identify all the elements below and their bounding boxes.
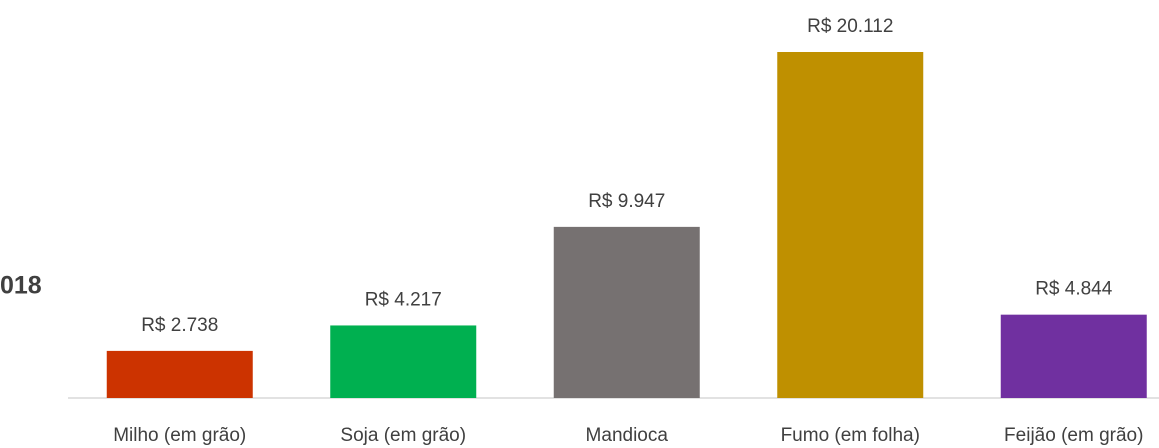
value-label: R$ 4.844 [1035,279,1113,300]
bar [1000,314,1147,398]
x-tick-label: Mandioca [586,425,669,446]
x-tick-label: Milho (em grão) [113,425,246,446]
bar [330,325,477,398]
value-label: R$ 20.112 [807,16,893,37]
bar [553,226,700,398]
bar [106,350,253,398]
x-tick-label: Fumo (em folha) [781,425,920,446]
side-label: 018 [0,272,42,300]
value-label: R$ 9.947 [588,191,665,212]
bar [777,52,924,398]
value-label: R$ 4.217 [365,289,442,310]
value-label: R$ 2.738 [141,315,218,336]
x-tick-label: Soja (em grão) [340,425,466,446]
x-tick-label: Feijão (em grão) [1004,425,1143,446]
